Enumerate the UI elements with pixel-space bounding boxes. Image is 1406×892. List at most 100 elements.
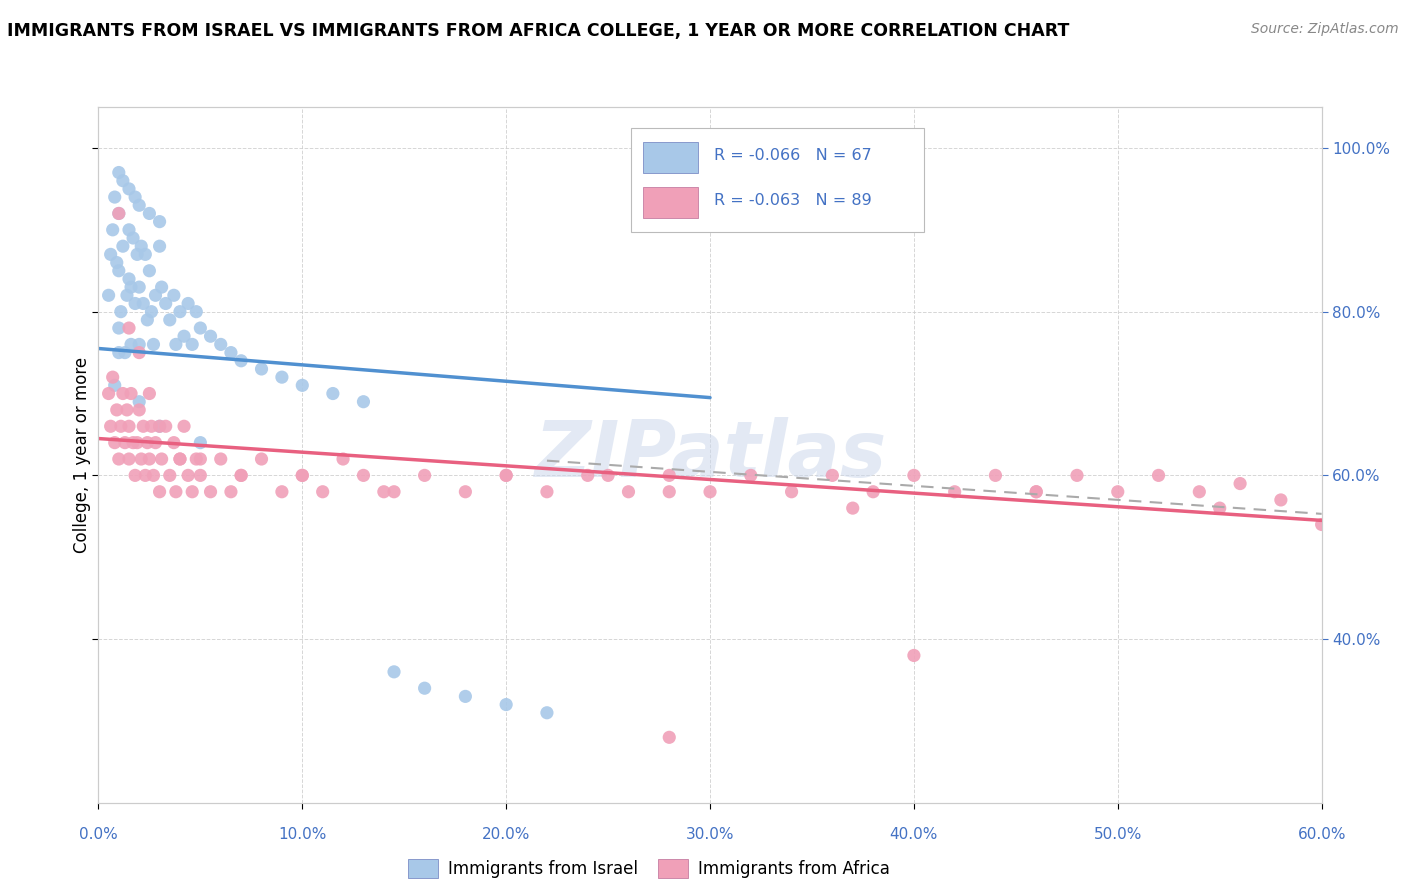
Point [231,468,253,483]
Point [291,378,314,392]
Point [115,288,138,302]
Point [200,329,222,343]
Point [454,690,477,704]
Point [138,452,160,467]
Point [110,419,132,434]
Point [101,223,124,237]
Point [1188,484,1211,499]
Point [128,403,150,417]
Point [118,321,141,335]
Point [163,435,186,450]
Point [165,337,187,351]
Point [173,419,195,434]
Point [136,435,159,450]
Point [138,386,160,401]
Point [536,484,558,499]
Point [200,484,222,499]
Point [105,403,128,417]
Point [658,484,681,499]
Point [129,452,152,467]
Point [120,280,142,294]
Point [142,337,165,351]
Point [134,247,156,261]
Point [352,394,374,409]
Text: 10.0%: 10.0% [278,828,326,842]
Legend: Immigrants from Israel, Immigrants from Africa: Immigrants from Israel, Immigrants from … [401,853,897,885]
Text: IMMIGRANTS FROM ISRAEL VS IMMIGRANTS FROM AFRICA COLLEGE, 1 YEAR OR MORE CORRELA: IMMIGRANTS FROM ISRAEL VS IMMIGRANTS FRO… [7,22,1070,40]
Point [159,313,181,327]
Point [128,337,150,351]
Point [821,468,844,483]
Point [136,313,159,327]
Text: R = -0.066   N = 67: R = -0.066 N = 67 [714,148,872,163]
Point [145,288,167,302]
Point [1066,468,1088,483]
Point [188,452,212,467]
Point [984,468,1007,483]
Point [495,468,517,483]
Text: 40.0%: 40.0% [890,828,938,842]
Text: 50.0%: 50.0% [1094,828,1142,842]
Point [291,468,314,483]
Point [495,468,517,483]
Point [149,484,172,499]
Text: 60.0%: 60.0% [1298,828,1346,842]
Point [127,435,149,450]
Point [1025,484,1047,499]
Point [100,419,122,434]
Point [120,337,142,351]
Point [108,345,131,359]
Point [598,468,620,483]
Point [382,484,405,499]
Point [943,484,966,499]
Point [617,484,640,499]
Point [111,386,134,401]
Point [114,435,136,450]
Point [332,452,354,467]
Point [111,239,134,253]
Text: Source: ZipAtlas.com: Source: ZipAtlas.com [1251,22,1399,37]
Point [219,345,242,359]
Point [209,337,232,351]
Point [1270,492,1292,507]
Point [110,304,132,318]
Point [1147,468,1170,483]
Point [188,468,212,483]
Point [159,468,181,483]
Point [128,345,150,359]
Point [120,386,142,401]
Point [169,452,191,467]
Point [1229,476,1251,491]
Point [118,272,141,286]
Point [149,419,172,434]
Point [124,468,146,483]
Bar [643,187,697,219]
Point [122,435,145,450]
Point [128,198,150,212]
Point [149,239,172,253]
Point [270,484,294,499]
Point [186,304,208,318]
Point [104,190,127,204]
Point [454,484,477,499]
Point [118,419,141,434]
Point [181,484,204,499]
Point [122,231,145,245]
Point [150,452,173,467]
Point [108,452,131,467]
FancyBboxPatch shape [630,128,924,232]
Point [108,165,131,179]
Text: 0.0%: 0.0% [79,828,118,842]
Point [124,296,146,310]
Point [1025,484,1047,499]
Point [134,468,156,483]
Point [413,468,436,483]
Point [124,190,146,204]
Point [231,468,253,483]
Point [658,468,681,483]
Point [188,321,212,335]
Point [373,484,395,499]
Point [132,296,155,310]
Point [142,468,165,483]
Point [97,288,120,302]
